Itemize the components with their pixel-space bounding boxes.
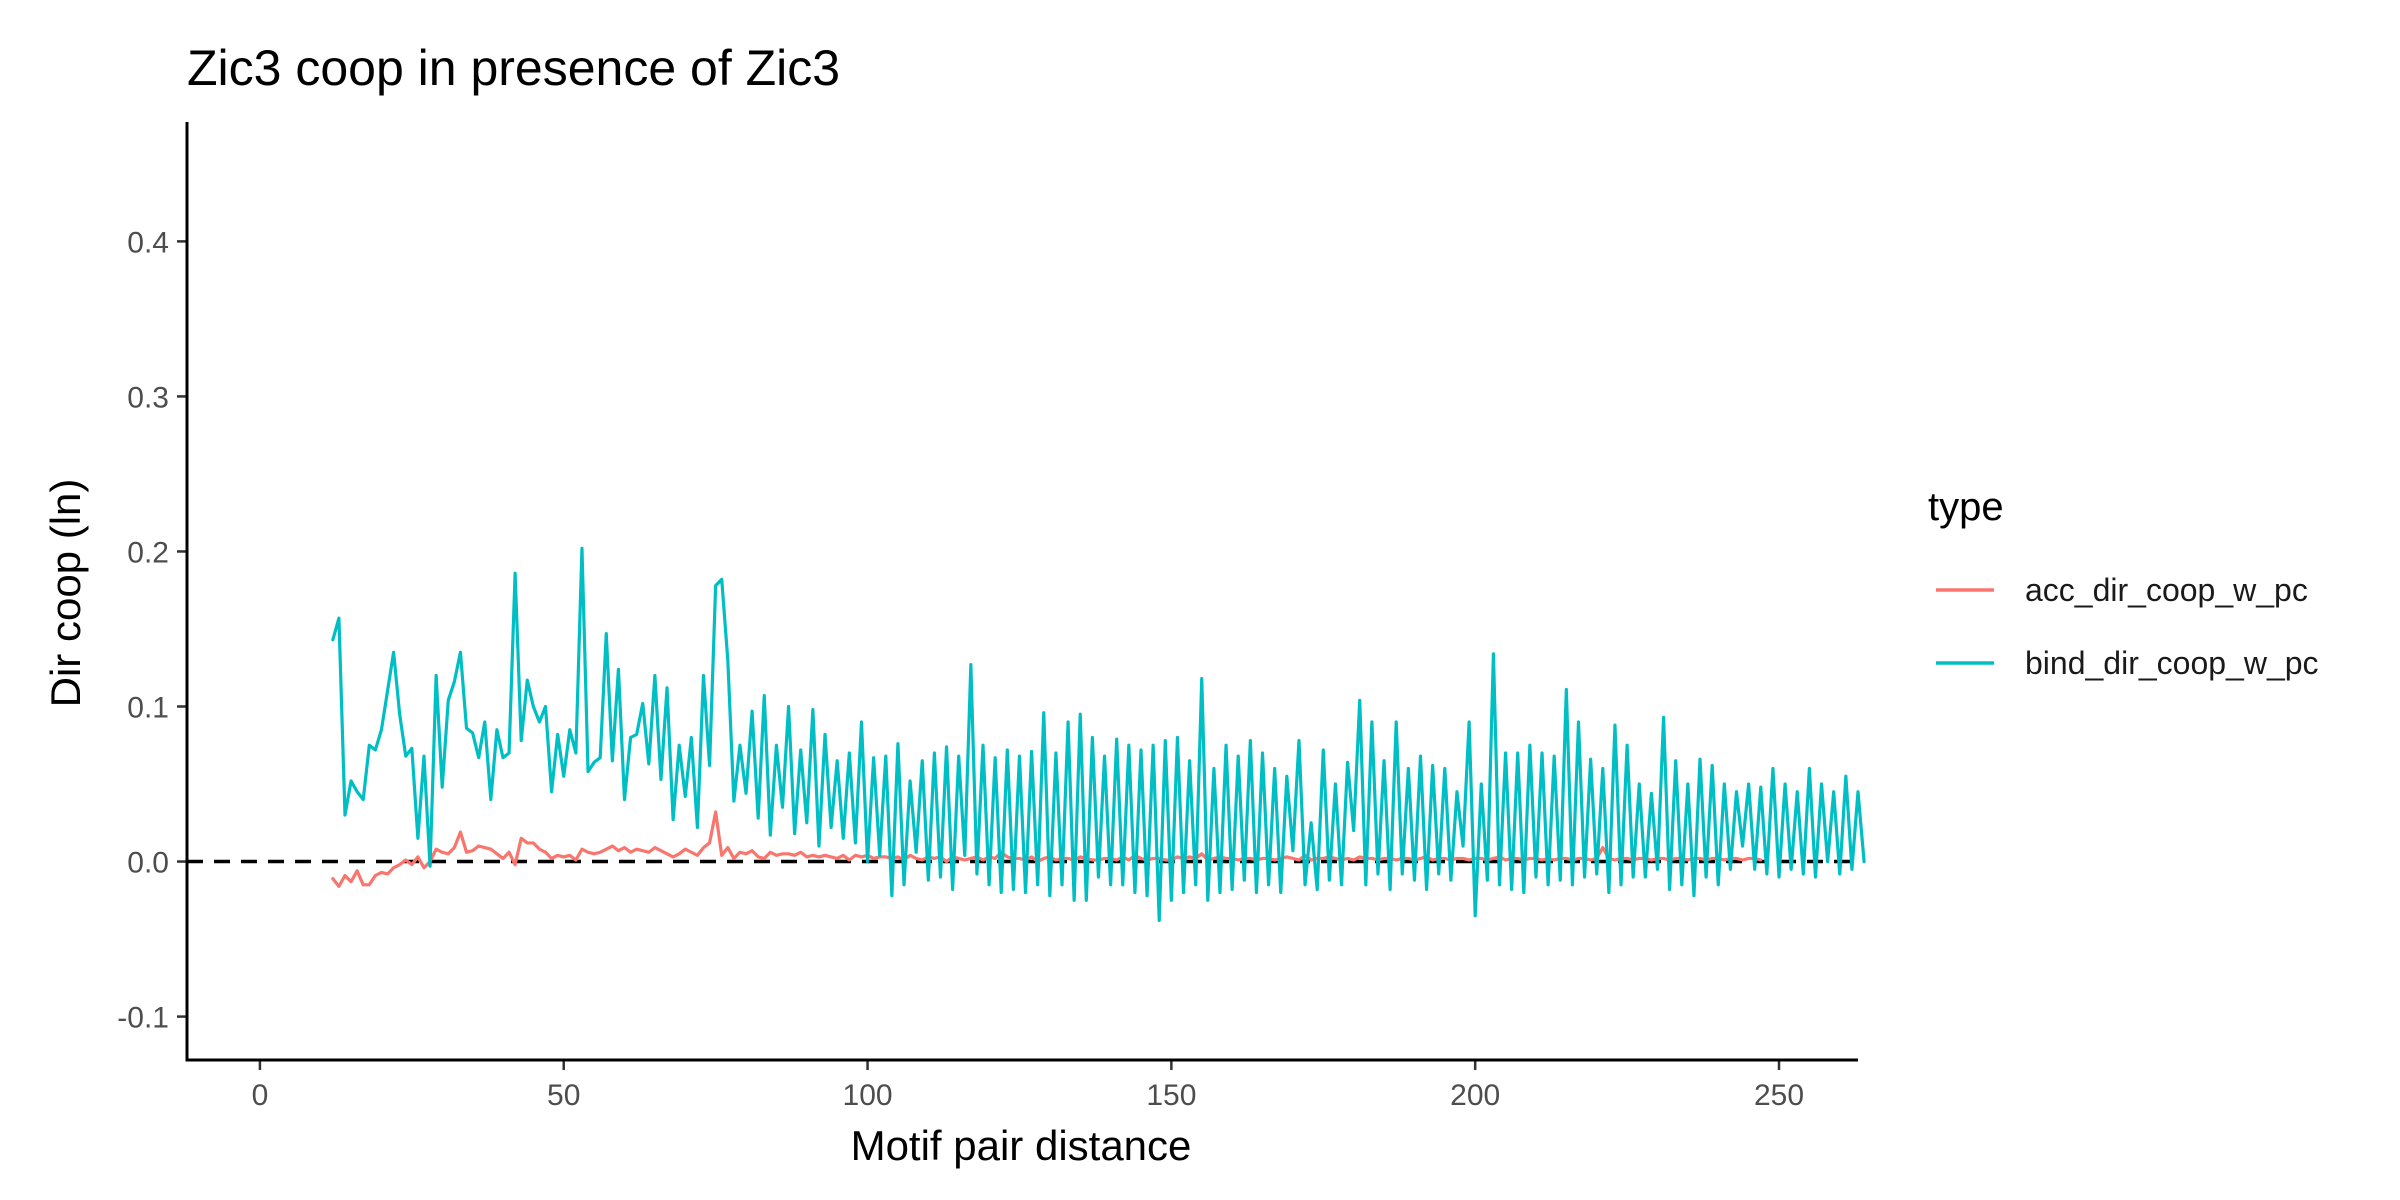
legend: type acc_dir_coop_w_pc bind_dir_coop_w_pc (1928, 485, 2319, 681)
x-axis-title: Motif pair distance (851, 1122, 1192, 1169)
x-tick-label: 0 (252, 1079, 269, 1112)
plot-area: -0.1 0.0 0.1 0.2 0.3 0.4 0 50 100 150 200 250 (117, 122, 1866, 1112)
y-tick-label: 0.3 (127, 381, 169, 414)
legend-title: type (1928, 485, 2004, 529)
x-tick-label: 50 (547, 1079, 580, 1112)
x-tick-label: 150 (1146, 1079, 1196, 1112)
y-tick-label: 0.2 (127, 536, 169, 569)
series-line-bind_dir_coop_w_pc (331, 546, 1866, 923)
y-tick-label: 0.4 (127, 226, 169, 259)
chart-title: Zic3 coop in presence of Zic3 (187, 40, 840, 96)
y-tick-label: 0.1 (127, 692, 169, 725)
series-layer (331, 546, 1866, 923)
y-tick-label: 0.0 (127, 847, 169, 880)
y-axis-ticks: -0.1 0.0 0.1 0.2 0.3 0.4 (117, 226, 187, 1035)
y-tick-label: -0.1 (117, 1002, 169, 1035)
y-axis-title: Dir coop (ln) (42, 479, 89, 708)
legend-label-acc_dir_coop_w_pc: acc_dir_coop_w_pc (2025, 572, 2308, 608)
legend-label-bind_dir_coop_w_pc: bind_dir_coop_w_pc (2025, 645, 2319, 681)
x-tick-label: 200 (1450, 1079, 1500, 1112)
x-axis-ticks: 0 50 100 150 200 250 (252, 1060, 1804, 1112)
x-tick-label: 100 (843, 1079, 893, 1112)
x-tick-label: 250 (1754, 1079, 1804, 1112)
legend-items: acc_dir_coop_w_pc bind_dir_coop_w_pc (1936, 572, 2319, 681)
